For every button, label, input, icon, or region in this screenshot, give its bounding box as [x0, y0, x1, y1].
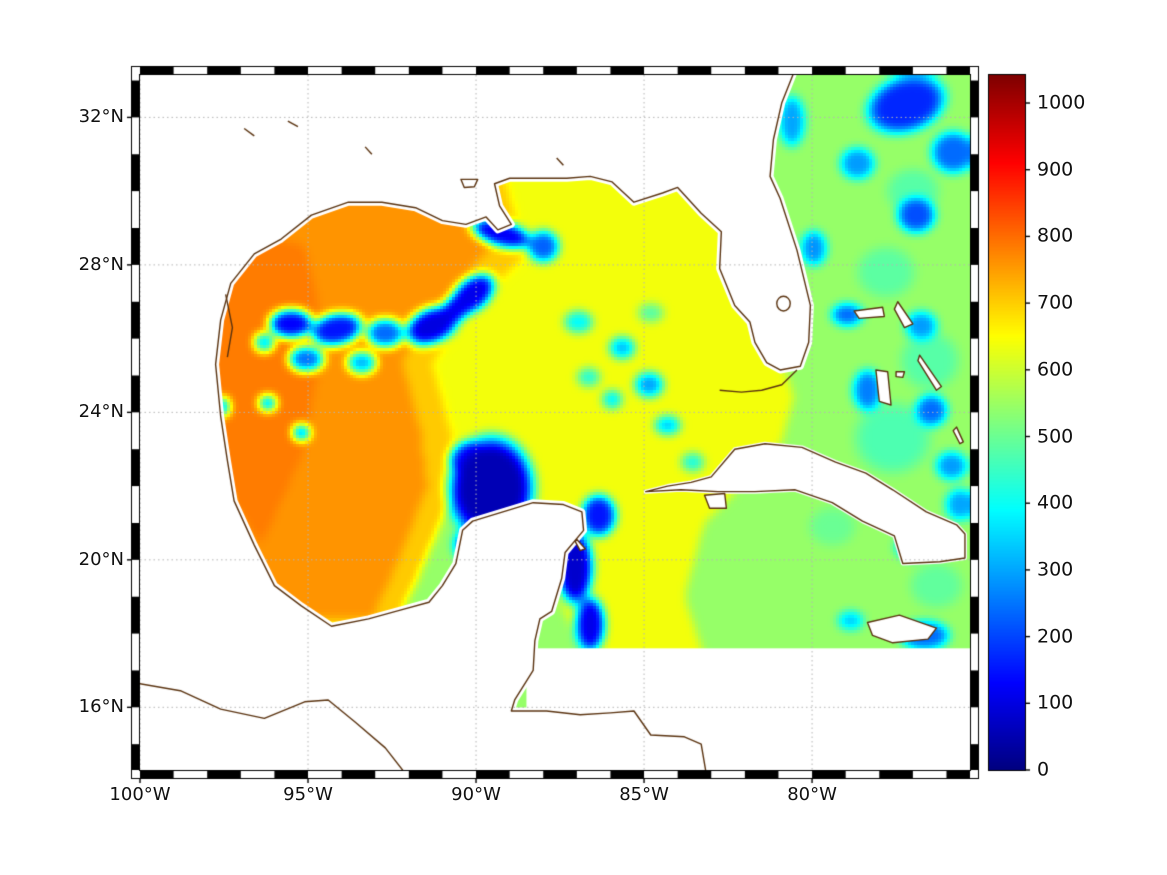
- map-figure: 100°W 95°W 90°W 85°W 80°W 32°N 28°N 24°N 20°N 16°…: [0, 0, 1167, 875]
- map-canvas: [0, 0, 1167, 875]
